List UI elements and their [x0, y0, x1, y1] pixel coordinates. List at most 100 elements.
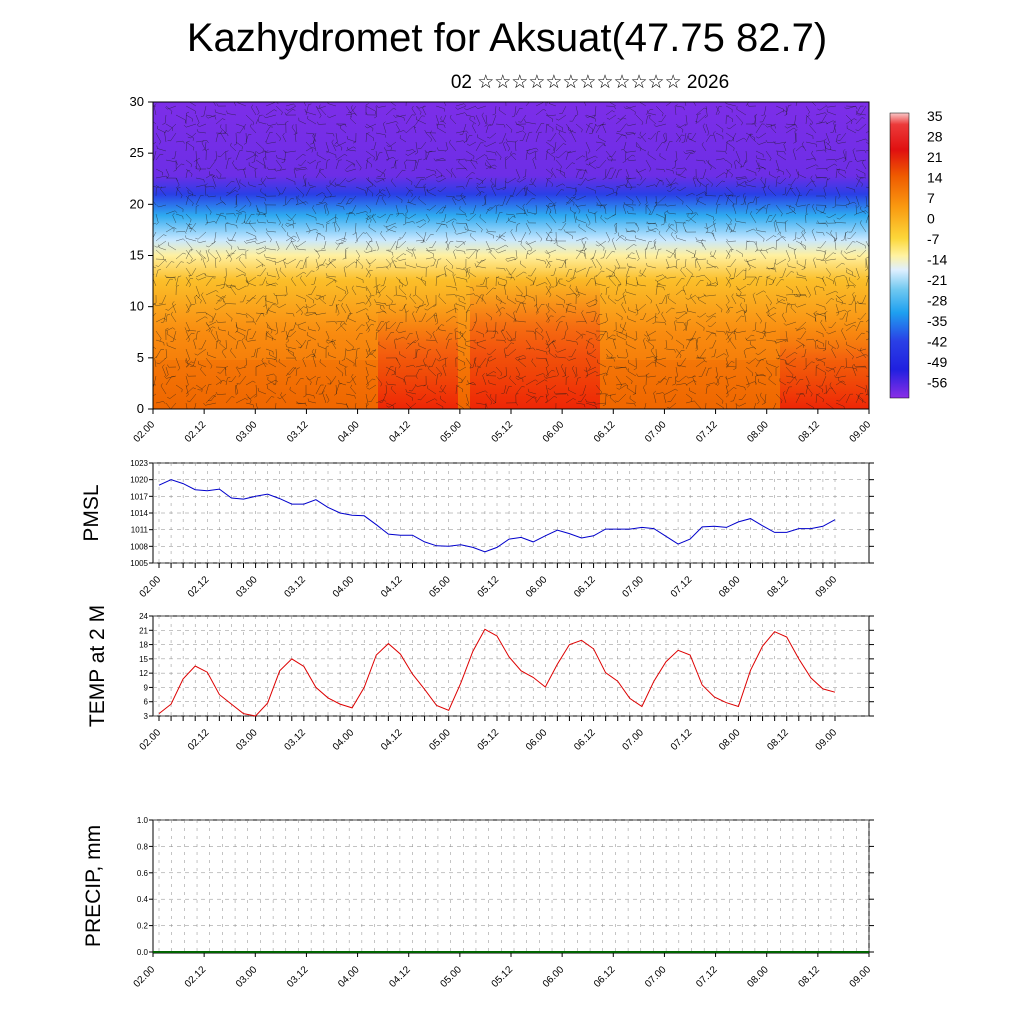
x-tick-label: 07.00 [621, 727, 647, 753]
x-tick-label: 08.00 [717, 574, 743, 600]
heatmap-y-tick-label: 10 [130, 299, 144, 314]
y-tick-label: 6 [144, 698, 149, 707]
heatmap-x-tick-label: 03.12 [285, 419, 311, 445]
y-tick-label: 1008 [130, 542, 148, 551]
y-tick-label: 0.2 [137, 922, 149, 931]
heatmap-x-tick-label: 09.00 [848, 419, 874, 445]
colorbar-label: 28 [927, 129, 943, 145]
heatmap-x-tick-label: 05.12 [490, 419, 516, 445]
x-tick-label: 06.12 [572, 574, 598, 600]
heatmap-x-tick-label: 03.00 [234, 419, 260, 445]
y-tick-label: 3 [144, 712, 149, 721]
x-tick-label: 09.00 [848, 964, 874, 990]
y-tick-label: 12 [139, 669, 148, 678]
x-tick-label: 08.12 [765, 574, 791, 600]
x-tick-label: 03.00 [234, 964, 260, 990]
colorbar-label: 7 [927, 190, 935, 206]
x-tick-label: 08.00 [745, 964, 771, 990]
y-tick-label: 1020 [130, 476, 148, 485]
heatmap-x-axis: 02.00 02.12 03.00 03.12 04.00 04.12 05.00 05.12… [132, 409, 874, 445]
x-tick-label: 02.12 [186, 574, 212, 600]
x-tick-label: 05.00 [427, 727, 453, 753]
heatmap-x-tick-label: 02.12 [183, 419, 209, 445]
y-tick-label: 1.0 [137, 816, 149, 825]
x-tick-label: 05.12 [476, 574, 502, 600]
x-tick-label: 06.00 [541, 964, 567, 990]
y-tick-label: 1023 [130, 459, 148, 468]
x-tick-label: 06.00 [524, 727, 550, 753]
x-tick-label: 02.00 [138, 727, 164, 753]
colorbar-label: -42 [927, 334, 947, 350]
x-tick-label: 04.12 [387, 964, 413, 990]
x-tick-label: 07.00 [643, 964, 669, 990]
x-tick-label: 04.12 [379, 727, 405, 753]
x-tick-label: 05.12 [490, 964, 516, 990]
pmsl-line [158, 479, 836, 553]
y-tick-label: 1017 [130, 492, 148, 501]
heatmap-x-tick-label: 08.12 [797, 419, 823, 445]
colorbar-label: 14 [927, 170, 943, 186]
page-subtitle: 02 ☆☆☆☆☆☆☆☆☆☆☆☆ 2026 [450, 72, 730, 93]
precip-grid [153, 819, 870, 953]
x-tick-label: 06.12 [592, 964, 618, 990]
precip-x-axis: 02.00 02.12 03.00 03.12 04.00 04.12 05.00 05.12… [132, 952, 874, 990]
x-tick-label: 07.12 [669, 727, 695, 753]
x-tick-label: 02.00 [138, 574, 164, 600]
heatmap-y-tick-label: 20 [130, 196, 144, 211]
x-tick-label: 09.00 [814, 727, 840, 753]
x-tick-label: 03.12 [283, 727, 309, 753]
heatmap-x-tick-label: 04.00 [336, 419, 362, 445]
x-tick-label: 04.12 [379, 574, 405, 600]
y-tick-label: 1011 [131, 526, 149, 535]
heatmap-x-tick-label: 06.12 [592, 419, 618, 445]
colorbar-label: -28 [927, 293, 947, 309]
colorbar: 35 28 21 14 7 0 -7 -14 -21 -28 -35 -42 -49 -56 [889, 108, 947, 399]
precip-ylabel: PRECIP, mm [82, 825, 105, 947]
pmsl-x-axis: 02.00 02.12 03.00 03.12 04.00 04.12 05.00 05.12… [138, 563, 840, 600]
heatmap-x-tick-label: 07.00 [643, 419, 669, 445]
colorbar-labels: 35 28 21 14 7 0 -7 -14 -21 -28 -35 -42 -49 -56 [927, 108, 947, 391]
colorbar-scale [889, 112, 910, 399]
heatmap-x-tick-label: 04.12 [387, 419, 413, 445]
heatmap-x-tick-label: 06.00 [541, 419, 567, 445]
y-tick-label: 24 [139, 612, 148, 621]
colorbar-label: -49 [927, 354, 947, 370]
colorbar-label: 0 [927, 211, 935, 227]
x-tick-label: 08.12 [797, 964, 823, 990]
precip-y-axis: 0.0 0.2 0.4 0.6 0.8 1.0 [137, 816, 874, 957]
temp-ylabel: TEMP at 2 M [86, 605, 109, 727]
temp-x-axis: 02.00 02.12 03.00 03.12 04.00 04.12 05.00 05.12… [138, 716, 840, 753]
y-tick-label: 9 [144, 683, 149, 692]
x-tick-label: 09.00 [814, 574, 840, 600]
x-tick-label: 03.00 [234, 727, 260, 753]
y-tick-label: 0.4 [137, 895, 149, 904]
y-tick-label: 18 [139, 641, 148, 650]
heatmap-y-tick-label: 15 [130, 248, 144, 263]
wind-barbs [153, 102, 869, 409]
page-title: Kazhydromet for Aksuat(47.75 82.7) [186, 16, 828, 60]
pmsl-y-axis: 1005 1008 1011 1014 1017 1020 1023 [130, 459, 874, 568]
x-tick-label: 08.00 [717, 727, 743, 753]
x-tick-label: 02.12 [186, 727, 212, 753]
y-tick-label: 0.0 [137, 948, 149, 957]
y-tick-label: 15 [139, 655, 148, 664]
x-tick-label: 04.00 [331, 574, 357, 600]
colorbar-label: -56 [927, 375, 947, 391]
x-tick-label: 05.12 [476, 727, 502, 753]
x-tick-label: 07.00 [621, 574, 647, 600]
colorbar-label: -35 [927, 313, 947, 329]
colorbar-label: 35 [927, 108, 943, 124]
x-tick-label: 05.00 [427, 574, 453, 600]
colorbar-label: 21 [927, 149, 943, 165]
heatmap-x-tick-label: 05.00 [439, 419, 465, 445]
x-tick-label: 02.00 [132, 964, 158, 990]
heatmap-y-tick-label: 5 [137, 350, 144, 365]
pmsl-ylabel: PMSL [80, 484, 103, 541]
heatmap-x-tick-label: 08.00 [745, 419, 771, 445]
heatmap-y-tick-label: 30 [130, 94, 144, 109]
temp-line [158, 628, 836, 717]
y-tick-label: 0.8 [137, 842, 149, 851]
heatmap-y-tick-label: 0 [137, 401, 144, 416]
